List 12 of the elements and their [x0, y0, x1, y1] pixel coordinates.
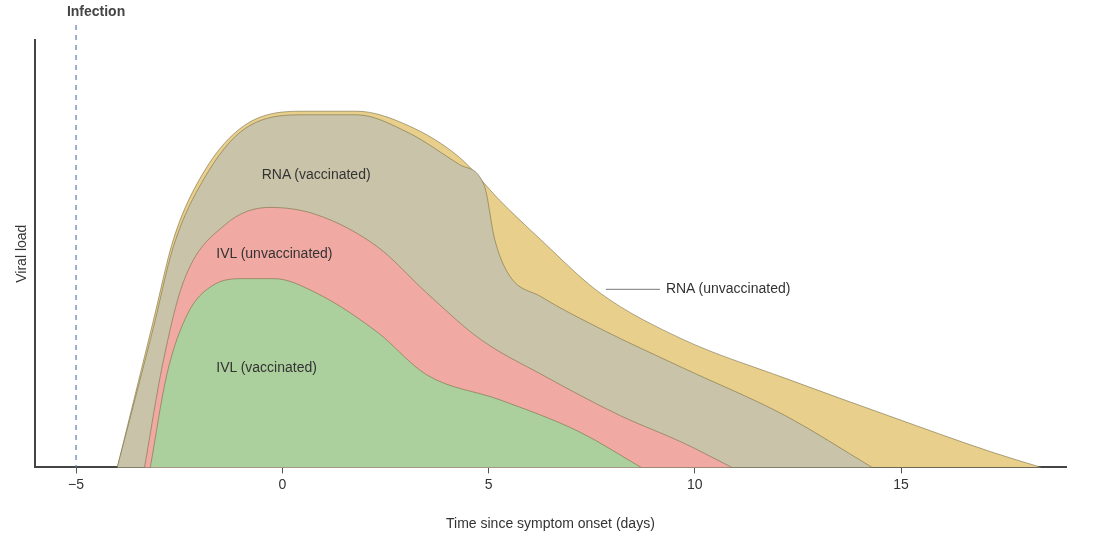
y-axis-title: Viral load [13, 224, 30, 283]
x-tick-label: 5 [484, 475, 493, 492]
x-tick-label: 0 [278, 475, 287, 492]
x-axis-title: Time since symptom onset (days) [446, 515, 655, 532]
ref-line-label: Infection [66, 2, 126, 19]
text: RNA (unvaccinated) [665, 280, 791, 297]
series-label: IVL (unvaccinated) [216, 244, 333, 261]
series-label: IVL (vaccinated) [216, 358, 317, 375]
x-tick-label: 10 [686, 475, 703, 492]
series-label: RNA (vaccinated) [261, 166, 371, 183]
x-tick-label: −5 [68, 475, 85, 492]
x-tick-label: 15 [893, 475, 910, 492]
